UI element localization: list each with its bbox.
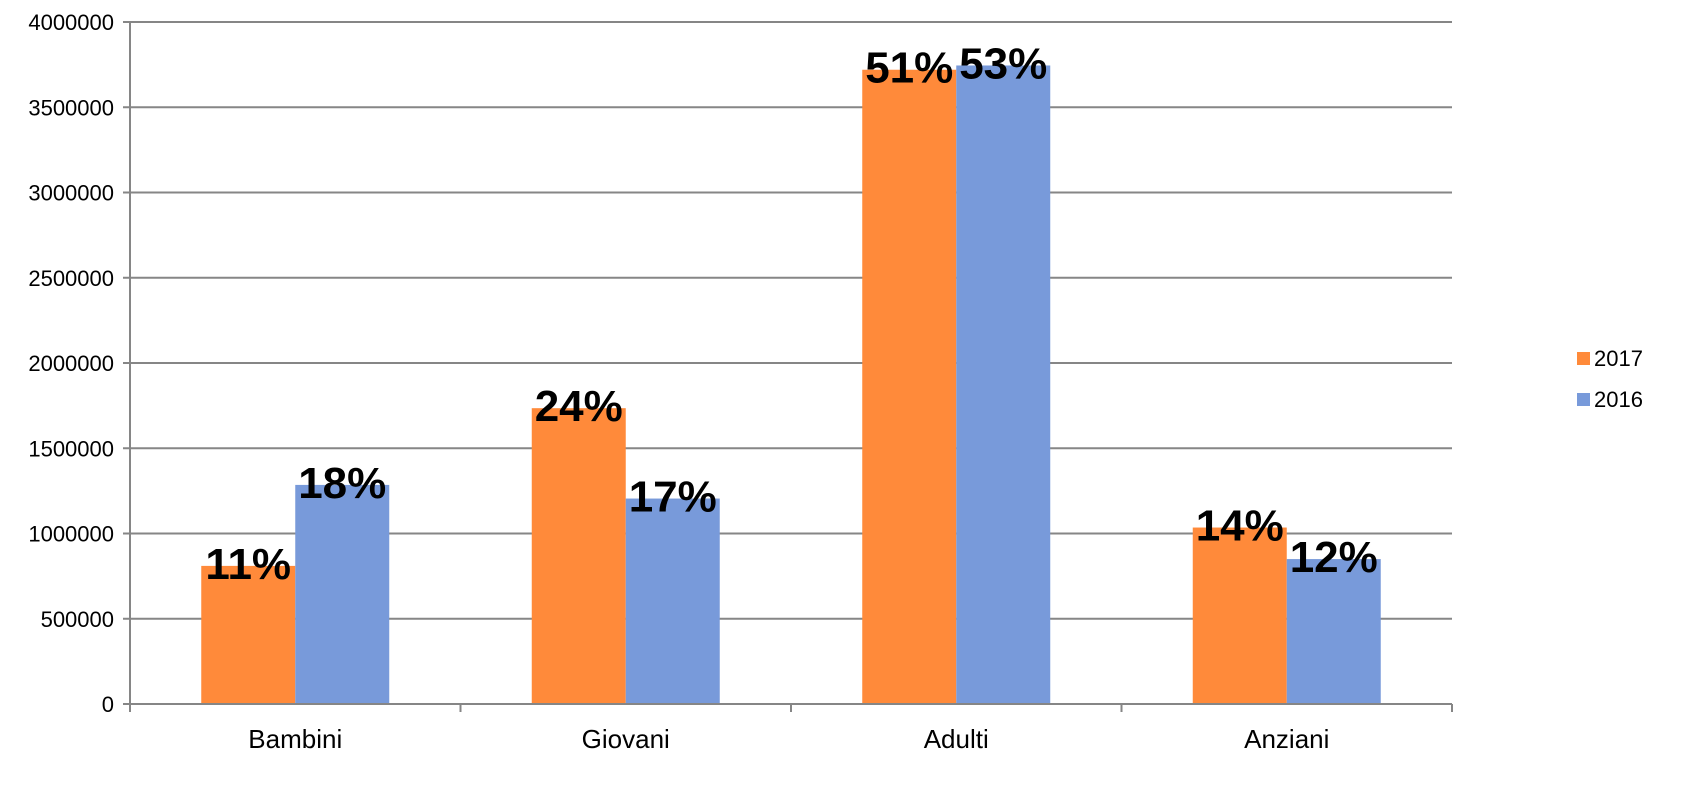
- legend-label: 2016: [1594, 387, 1643, 412]
- bar-2016-adulti: [956, 65, 1051, 705]
- bar-2016-anziani: [1286, 559, 1381, 704]
- x-category-label: Bambini: [248, 724, 342, 754]
- legend-swatch-2017: [1577, 352, 1590, 365]
- legend: 2017 2016: [1577, 346, 1643, 412]
- data-label: 14%: [1196, 502, 1284, 551]
- x-category-label: Adulti: [924, 724, 989, 754]
- y-tick-label: 500000: [41, 607, 114, 632]
- legend-swatch-2016: [1577, 393, 1590, 406]
- bar-2016-giovani: [625, 498, 720, 704]
- y-tick-label: 3000000: [28, 181, 114, 206]
- data-labels: 11%18% 24%17% 51% 53% 14%12%: [205, 39, 1377, 588]
- y-tick-label: 2500000: [28, 266, 114, 291]
- bars: [201, 65, 1381, 705]
- y-tick-label: 4000000: [28, 10, 114, 35]
- y-tick-label: 1500000: [28, 436, 114, 461]
- axes: 0 500000 1000000 1500000 2000000 2500000 30000…: [28, 10, 1453, 754]
- y-tick-label: 1000000: [28, 522, 114, 547]
- bar-2016-bambini: [295, 484, 390, 704]
- data-label: 18%: [298, 459, 386, 508]
- y-tick-label: 2000000: [28, 351, 114, 376]
- y-tick-label: 0: [102, 692, 114, 717]
- bar-2017-adulti: [862, 69, 957, 705]
- data-label: 12%: [1290, 533, 1378, 582]
- data-label: 24%: [535, 382, 623, 431]
- data-label: 11%: [205, 540, 291, 589]
- bar-2017-anziani: [1192, 527, 1287, 704]
- x-category-label: Giovani: [582, 724, 670, 754]
- data-label: 53%: [959, 39, 1047, 88]
- bar-2017-giovani: [531, 408, 626, 704]
- y-tick-label: 3500000: [28, 95, 114, 120]
- x-category-label: Anziani: [1244, 724, 1329, 754]
- bar-2017-bambini: [201, 565, 296, 704]
- data-label: 17%: [629, 473, 717, 522]
- data-label: 51%: [865, 44, 953, 93]
- legend-label: 2017: [1594, 346, 1643, 371]
